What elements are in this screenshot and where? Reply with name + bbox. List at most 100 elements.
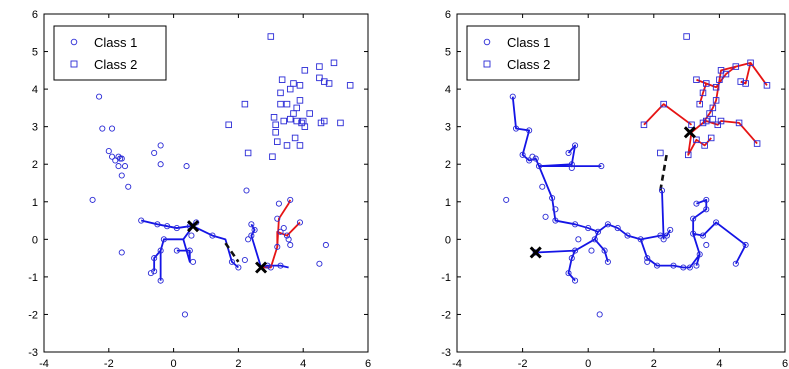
class2-point [244,149,252,157]
y-tick-label: -3 [441,347,451,359]
class2-point [693,76,700,83]
class2-point [716,76,723,83]
class2-point [316,63,323,70]
class2-point [330,59,338,67]
class1-point [157,247,164,254]
class1-point [591,236,598,243]
tree-edge [692,198,708,255]
class1-point [601,247,608,254]
y-tick-label: 4 [32,84,38,96]
class1-point [644,255,651,262]
class1-point [598,163,605,170]
class1-point [316,260,323,267]
class1-point [696,251,703,258]
class1-point [118,155,125,162]
class1-point [173,247,180,254]
tree-edge [538,144,576,167]
x-tick-label: 6 [782,358,788,369]
class1-point [604,258,611,265]
class2-point [267,33,275,40]
class2-point [735,119,743,127]
y-tick-label: 6 [445,9,451,21]
class1-point [164,223,171,230]
class1-point [686,264,693,271]
class1-point [526,157,533,164]
legend-box [53,25,167,81]
class1-point [183,163,190,170]
class1-point [108,153,116,160]
class2-point [321,78,328,85]
class2-point [296,97,304,104]
class1-point [680,264,687,271]
class1-point [565,149,572,157]
tree-edge [740,62,752,85]
class2-point [703,80,710,87]
x-tick-label: 4 [300,358,306,369]
class1-point [248,232,255,239]
class1-point [188,232,195,239]
class1-point [644,258,651,265]
class2-point [699,119,707,127]
class2-point [747,59,754,67]
class1-point [157,142,164,149]
class2-point [283,142,291,149]
class1-point [181,311,188,318]
class1-point [160,236,167,243]
class1-point [121,163,129,170]
class1-point [186,247,193,254]
class1-point [235,264,242,271]
class1-point [532,249,539,256]
class2-point [290,80,297,87]
y-tick-label: -1 [28,272,38,284]
class1-point [151,268,158,275]
class1-point [248,221,255,228]
class1-point [89,196,96,203]
tree-edge [574,238,609,263]
x-tick-label: 2 [235,358,241,369]
class1-point [693,262,700,269]
chart-left: -4 -2 0 2 4 6 -3 -2 -1 0 1 2 3 4 5 6 Class 1 Class 2 [28,9,371,369]
y-tick-label: 4 [445,84,451,96]
class1-point [251,226,258,233]
legend: Class 1 Class 2 [53,25,167,81]
y-tick-label: 2 [445,159,451,171]
legend-circle-icon [70,38,78,46]
class2-point [717,67,725,74]
y-tick-label: 1 [445,197,451,209]
class1-point [663,232,670,239]
class1-point [243,187,250,194]
class2-point [306,110,313,117]
x-tick-label: 6 [365,358,371,369]
class1-point [118,249,125,256]
class2-point [337,119,344,127]
class1-point [568,255,575,262]
legend-label: Class 1 [507,35,550,50]
x-marker [529,246,542,259]
y-tick-label: 3 [32,122,38,134]
class1-point [280,225,287,232]
class1-point [660,236,667,243]
class1-point [572,221,579,228]
class1-point [151,149,158,157]
y-tick-label: -1 [441,272,451,284]
class2-point [693,136,700,144]
class1-point [285,236,292,243]
class1-point [594,228,602,235]
class2-point [709,104,717,112]
class1-point [654,262,661,269]
dashed-link [224,242,240,263]
class1-point [690,215,697,222]
class2-point [270,114,278,121]
class1-point [287,196,294,203]
class2-point [712,97,720,104]
class2-point [225,121,232,129]
class1-point [138,217,145,224]
class2-point [277,89,284,97]
class2-point [753,140,761,147]
class1-point [108,125,116,132]
tree-edge [661,190,665,240]
class2-point [684,151,692,159]
class2-point [696,100,703,108]
class2-point [278,76,286,83]
class1-point [277,262,284,269]
